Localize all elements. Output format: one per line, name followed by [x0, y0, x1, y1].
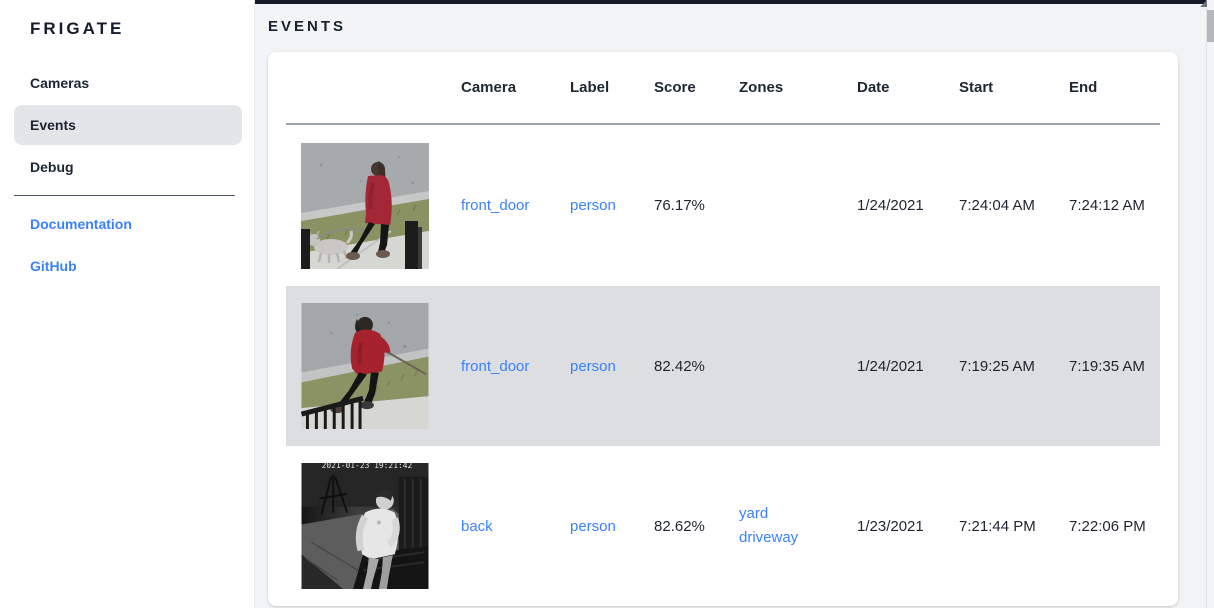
sidebar-item-cameras[interactable]: Cameras [14, 63, 242, 103]
sidebar-link-label: Documentation [30, 216, 132, 232]
sidebar-link-documentation[interactable]: Documentation [14, 204, 242, 244]
sidebar-item-label: Debug [30, 159, 74, 175]
scrollbar-thumb[interactable] [1207, 10, 1214, 42]
zone-link[interactable]: driveway [739, 529, 799, 546]
column-header-label: Label [570, 79, 610, 96]
sidebar-item-label: Events [30, 117, 76, 133]
camera-link[interactable]: front_door [461, 197, 530, 214]
vertical-scrollbar[interactable] [1200, 0, 1214, 608]
zone-link[interactable]: yard [739, 505, 769, 522]
start-time: 7:19:25 AM [959, 357, 1035, 375]
column-header-start: Start [959, 79, 994, 96]
thumbnail-timestamp-overlay: 2021-01-23 19:21:42 [322, 463, 413, 470]
table-row[interactable]: front_door person 82.42% 1/24/2021 7:19:… [286, 286, 1160, 446]
column-header-camera: Camera [461, 79, 517, 96]
sidebar-link-label: GitHub [30, 258, 77, 274]
label-link[interactable]: person [570, 197, 616, 214]
sidebar-item-label: Cameras [30, 75, 90, 91]
column-header-date: Date [857, 79, 890, 96]
table-row[interactable]: front_door person 76.17% 1/24/2021 7:24:… [286, 125, 1160, 286]
camera-link[interactable]: front_door [461, 357, 530, 375]
page-title: EVENTS [268, 18, 347, 35]
score-value: 76.17% [654, 197, 705, 214]
date-value: 1/23/2021 [857, 517, 924, 535]
zones-cell: yard driveway [739, 502, 857, 550]
camera-link[interactable]: back [461, 517, 493, 535]
sidebar-item-debug[interactable]: Debug [14, 147, 242, 187]
event-thumbnail[interactable]: 2021-01-23 19:21:42 [301, 463, 429, 589]
sidebar-link-github[interactable]: GitHub [14, 246, 242, 286]
start-time: 7:24:04 AM [959, 197, 1035, 214]
end-time: 7:24:12 AM [1069, 197, 1145, 214]
thumbnail-cell [286, 142, 461, 269]
thumbnail-cell [286, 303, 461, 429]
top-strip [255, 0, 1206, 4]
main-content: EVENTS Camera Label Score Zones Date Sta… [255, 0, 1206, 608]
end-time: 7:19:35 AM [1069, 357, 1145, 375]
score-value: 82.62% [654, 517, 705, 535]
events-card: Camera Label Score Zones Date Start End [268, 52, 1178, 606]
column-header-score: Score [654, 79, 696, 96]
table-row[interactable]: 2021-01-23 19:21:42 back person 82.62% y… [286, 446, 1160, 606]
sidebar: FRIGATE Cameras Events Debug Documentati… [0, 0, 255, 608]
camera-cell: back [461, 518, 570, 535]
sidebar-nav: Cameras Events Debug Documentation GitHu… [0, 63, 254, 286]
date-value: 1/24/2021 [857, 357, 924, 375]
scrollbar-up-arrow-icon[interactable] [1200, 0, 1207, 7]
event-thumbnail[interactable] [301, 303, 429, 429]
column-header-end: End [1069, 79, 1098, 96]
end-time: 7:22:06 PM [1069, 517, 1146, 535]
score-value: 82.42% [654, 357, 705, 375]
app-logo[interactable]: FRIGATE [30, 19, 125, 38]
label-cell: person [570, 518, 654, 535]
thumbnail-cell: 2021-01-23 19:21:42 [286, 463, 461, 589]
label-cell: person [570, 197, 654, 214]
camera-cell: front_door [461, 197, 570, 214]
label-link[interactable]: person [570, 357, 616, 375]
label-link[interactable]: person [570, 517, 616, 535]
events-table-header: Camera Label Score Zones Date Start End [286, 52, 1160, 125]
column-header-zones: Zones [739, 79, 784, 96]
label-cell: person [570, 358, 654, 375]
start-time: 7:21:44 PM [959, 517, 1036, 535]
sidebar-divider [14, 195, 235, 196]
event-thumbnail[interactable] [301, 142, 429, 269]
camera-cell: front_door [461, 358, 570, 375]
date-value: 1/24/2021 [857, 197, 924, 214]
sidebar-item-events[interactable]: Events [14, 105, 242, 145]
